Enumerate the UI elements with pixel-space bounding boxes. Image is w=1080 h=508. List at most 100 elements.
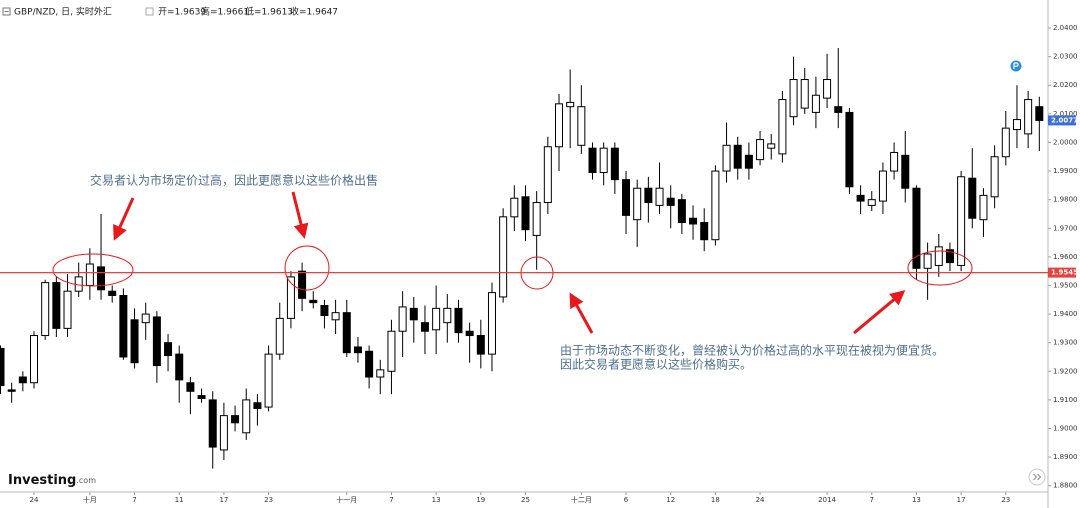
candle-body xyxy=(18,376,27,384)
ohlc-high: 高=1.9661 xyxy=(201,6,249,18)
scroll-button-glyph xyxy=(1033,473,1042,481)
y-tick-label: 2.0200 xyxy=(1053,81,1078,89)
x-tick-label: 25 xyxy=(521,496,530,504)
candle-body xyxy=(342,312,351,354)
annotation-text: 由于市场动态不断变化，曾经被认为价格过高的水平现在被视为便宜货。 xyxy=(560,343,944,358)
candle-body xyxy=(275,317,284,355)
y-tick-label: 1.9400 xyxy=(1053,310,1078,318)
y-tick-label: 2.0000 xyxy=(1053,138,1078,146)
y-tick-label: 1.9700 xyxy=(1053,224,1078,232)
highlight-circle xyxy=(284,245,330,291)
candle-body xyxy=(1001,127,1010,158)
y-tick-label: 2.0400 xyxy=(1053,24,1078,32)
logo-main: Investing xyxy=(8,473,76,488)
candle-body xyxy=(666,197,675,206)
y-tick-label: 1.9100 xyxy=(1053,396,1078,404)
candle-body xyxy=(7,389,16,392)
candle-body xyxy=(934,246,943,266)
candle-body xyxy=(443,307,452,324)
arrow xyxy=(113,197,135,241)
collapse-icon[interactable] xyxy=(2,7,11,16)
candle-body xyxy=(532,202,541,236)
candle-body xyxy=(890,151,899,172)
candle-body xyxy=(97,266,106,291)
x-tick-label: 十二月 xyxy=(571,495,592,504)
x-tick-label: 12 xyxy=(666,496,675,504)
candle-body xyxy=(74,276,83,292)
x-tick-label: 24 xyxy=(30,496,39,504)
x-tick-label: 18 xyxy=(711,496,720,504)
x-tick-label: 十月 xyxy=(83,495,97,504)
logo-suffix: .com xyxy=(76,476,96,485)
x-tick-label: 23 xyxy=(1001,496,1010,504)
candle-body xyxy=(543,146,552,204)
candle-body xyxy=(164,342,173,357)
ohlc-close: 收=1.9647 xyxy=(290,6,338,18)
candle-body xyxy=(733,144,742,169)
candle-body xyxy=(622,179,631,216)
candle-body xyxy=(957,176,966,266)
candle-body xyxy=(923,253,932,269)
y-tick-label: 1.9800 xyxy=(1053,196,1078,204)
y-tick-label: 1.9200 xyxy=(1053,367,1078,375)
candle-body xyxy=(722,144,731,172)
candle-body xyxy=(409,307,418,321)
x-tick-label: 2014 xyxy=(818,496,836,504)
candle-body xyxy=(63,290,72,329)
candle-body xyxy=(253,402,262,409)
annotation-text: 交易者认为市场定价过高，因此更愿意以这些价格出售 xyxy=(90,173,378,188)
last-price-label: 2.0077 xyxy=(1051,116,1078,124)
candle-body xyxy=(901,154,910,189)
candle-body xyxy=(1035,106,1044,121)
candle-body xyxy=(856,194,865,202)
candle-body xyxy=(945,249,954,264)
candle-body xyxy=(610,147,619,181)
candle-body xyxy=(968,177,977,219)
x-tick-label: 11 xyxy=(175,496,184,504)
candle-body xyxy=(398,306,407,332)
event-marker-glyph xyxy=(1013,62,1019,69)
candle-body xyxy=(119,294,128,358)
y-tick-label: 1.9000 xyxy=(1053,424,1078,432)
candle-body xyxy=(264,353,273,408)
candle-body xyxy=(41,282,50,337)
ohlc-low: 低=1.9613 xyxy=(245,6,293,18)
candle-body xyxy=(465,330,474,337)
candle-body xyxy=(990,156,999,198)
y-tick-label: 1.8900 xyxy=(1053,453,1078,461)
candle-body xyxy=(309,299,318,304)
candle-body xyxy=(30,335,39,384)
candle-body xyxy=(231,415,240,424)
candle-body xyxy=(655,187,664,206)
candle-body xyxy=(186,382,195,392)
candle-body xyxy=(744,154,753,169)
x-tick-label: 7 xyxy=(132,496,136,504)
y-tick-label: 1.9600 xyxy=(1053,253,1078,261)
candle-body xyxy=(566,101,575,108)
chart-title: GBP/NZD, 日, 实时外汇 xyxy=(14,6,112,18)
y-tick-label: 1.9500 xyxy=(1053,281,1078,289)
y-tick-label: 1.9900 xyxy=(1053,167,1078,175)
candle-body xyxy=(432,307,441,331)
candle-body xyxy=(219,415,228,451)
candle-body xyxy=(197,395,206,399)
x-tick-label: 十一月 xyxy=(336,495,357,504)
candle-body xyxy=(789,79,798,118)
candle-body xyxy=(555,103,563,148)
settings-icon[interactable] xyxy=(145,7,154,16)
candle-body xyxy=(823,79,832,99)
candle-body xyxy=(298,270,307,299)
annotations: 交易者认为市场定价过高，因此更愿意以这些价格出售 由于市场动态不断变化，曾经被认… xyxy=(52,173,973,372)
last-price-box xyxy=(1048,115,1076,126)
x-tick-label: 13 xyxy=(912,496,921,504)
arrow xyxy=(291,191,309,239)
x-tick-label: 24 xyxy=(756,496,765,504)
candle-body xyxy=(867,199,876,206)
candle-body xyxy=(521,196,530,231)
x-tick-label: 7 xyxy=(389,496,393,504)
plot-area: 1.8800 1.8900 1.9000 1.9100 1.9200 1.9300 1.94… xyxy=(0,24,1078,504)
candle-body xyxy=(510,197,519,218)
candle-body xyxy=(1024,99,1033,135)
